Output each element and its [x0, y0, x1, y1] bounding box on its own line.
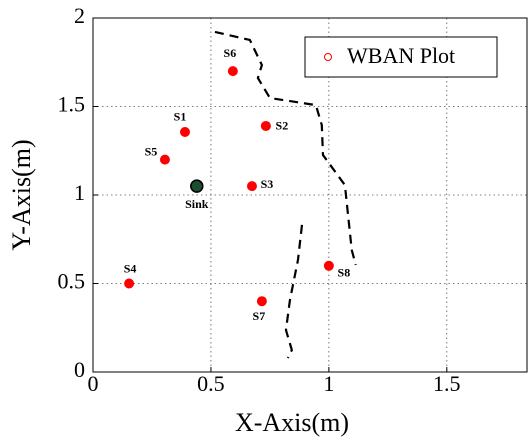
- y-tick-label: 1: [74, 180, 85, 205]
- sensor-point: [260, 120, 271, 131]
- x-tick-label: 0.5: [197, 371, 225, 396]
- legend-label: WBAN Plot: [347, 43, 455, 68]
- point-label: S1: [174, 110, 187, 124]
- y-tick-label: 2: [74, 3, 85, 28]
- point-label: S3: [261, 177, 274, 191]
- point-label: S2: [276, 119, 289, 133]
- sensor-point: [124, 278, 135, 289]
- sensor-point: [159, 154, 170, 165]
- sensor-point: [246, 181, 257, 192]
- point-label: S8: [338, 266, 351, 280]
- y-tick-label: 1.5: [58, 92, 86, 117]
- point-label: Sink: [185, 197, 209, 211]
- sensor-point: [227, 66, 238, 77]
- point-label: S7: [253, 309, 266, 323]
- point-label: S4: [124, 261, 137, 275]
- point-label: S5: [145, 144, 158, 158]
- y-axis-title: Y-Axis(m): [7, 139, 36, 250]
- sensor-point: [256, 296, 267, 307]
- legend-marker: [324, 53, 332, 61]
- sensor-point: [179, 126, 190, 137]
- x-tick-label: 1: [323, 371, 334, 396]
- x-tick-label: 0: [88, 371, 99, 396]
- axes-box: [92, 17, 528, 373]
- sink-point: [190, 179, 204, 193]
- x-tick-label: 1.5: [433, 371, 461, 396]
- y-tick-label: 0: [74, 357, 85, 382]
- y-tick-label: 0.5: [58, 269, 86, 294]
- legend-box: [304, 36, 498, 78]
- sensor-point: [323, 260, 334, 271]
- point-label: S6: [224, 46, 237, 60]
- x-axis-title: X-Axis(m): [235, 408, 349, 437]
- boundary-line: [214, 30, 357, 359]
